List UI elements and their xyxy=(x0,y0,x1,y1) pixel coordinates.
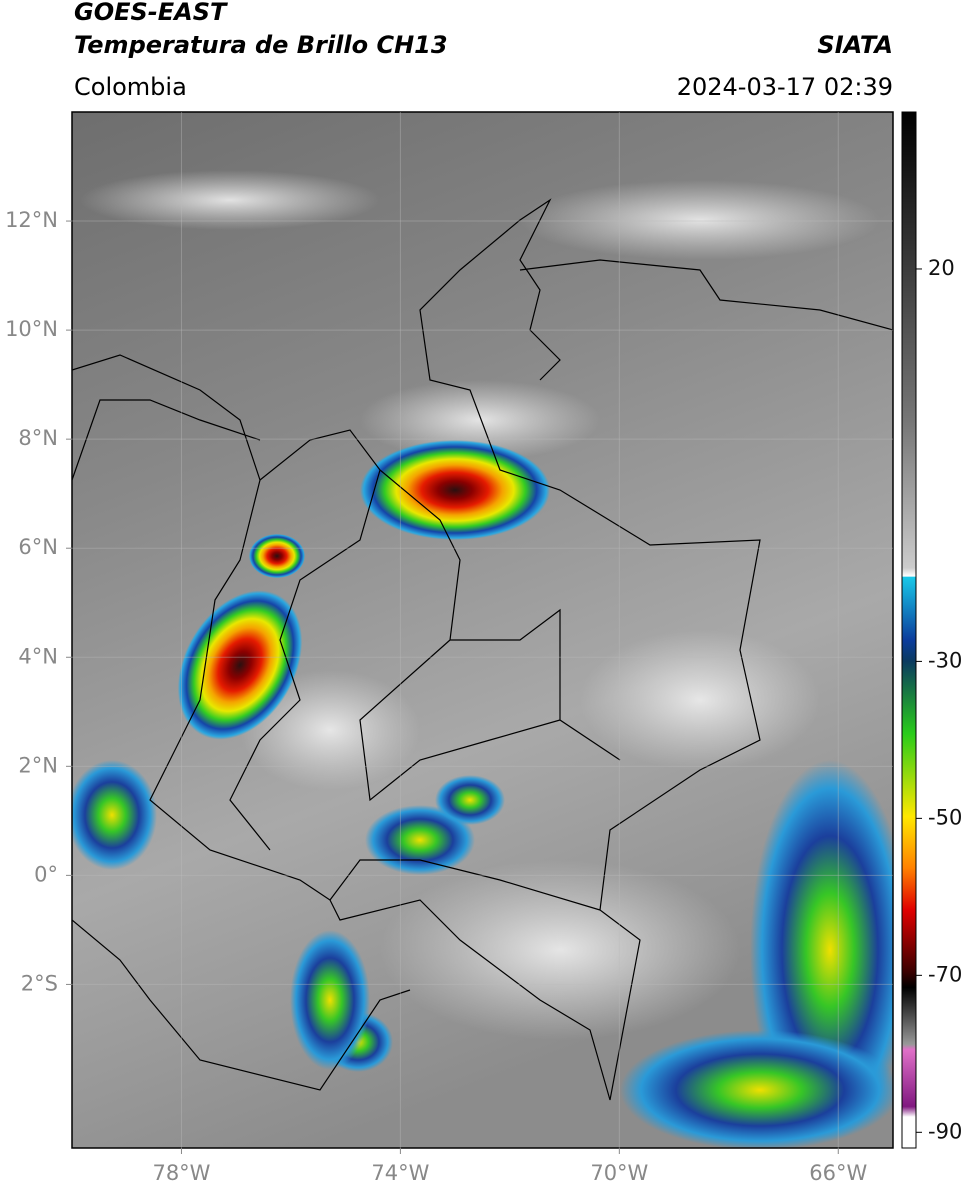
region: Colombia xyxy=(74,73,187,101)
colorbar-label: -50 xyxy=(928,805,962,829)
colorbar-label: -70 xyxy=(928,962,962,986)
title: GOES-EAST xyxy=(74,0,228,26)
subtitle: Temperatura de Brillo CH13 xyxy=(74,31,448,59)
y-tick-label: 0° xyxy=(34,862,58,886)
y-tick-label: 10°N xyxy=(5,317,58,341)
map-frame xyxy=(71,111,894,1149)
colorbar-label: -30 xyxy=(928,648,962,672)
x-tick-label: 74°W xyxy=(371,1161,429,1185)
x-tick-label: 78°W xyxy=(152,1161,210,1185)
agency: SIATA xyxy=(817,31,893,59)
satellite-image xyxy=(72,112,893,1148)
y-tick-label: 8°N xyxy=(18,426,58,450)
y-tick-label: 4°N xyxy=(18,644,58,668)
y-tick-label: 12°N xyxy=(5,208,58,232)
y-tick-label: 2°S xyxy=(21,971,58,995)
timestamp: 2024-03-17 02:39 xyxy=(677,73,893,101)
colorbar xyxy=(901,111,917,1149)
x-tick-label: 66°W xyxy=(809,1161,867,1185)
y-tick-label: 6°N xyxy=(18,535,58,559)
y-tick-label: 2°N xyxy=(18,753,58,777)
x-tick-label: 70°W xyxy=(590,1161,648,1185)
colorbar-label: 20 xyxy=(928,256,955,280)
colorbar-label: -90 xyxy=(928,1119,962,1143)
